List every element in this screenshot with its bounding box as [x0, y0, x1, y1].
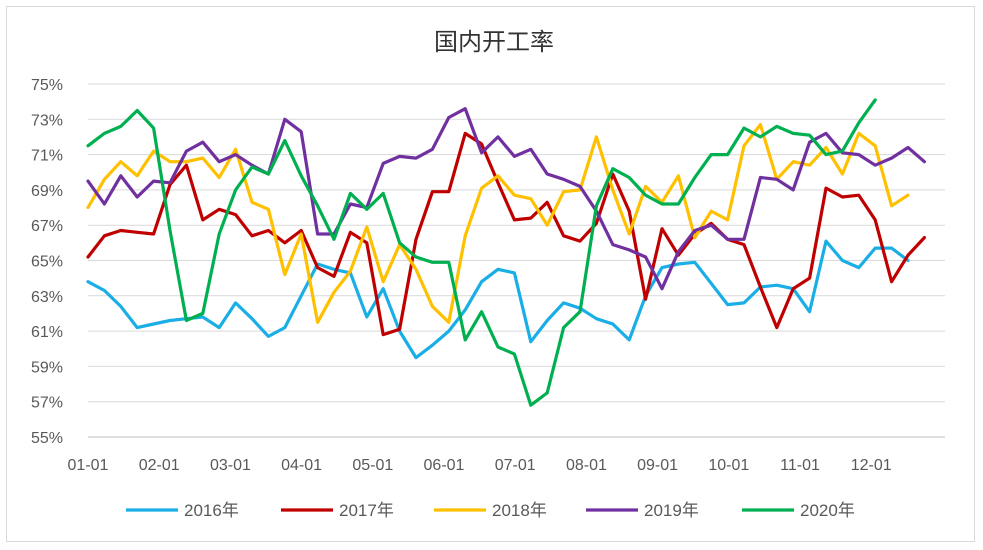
y-tick-label: 65%	[31, 254, 63, 271]
legend-label: 2016年	[184, 501, 239, 520]
x-tick-label: 08-01	[566, 457, 607, 474]
y-tick-label: 61%	[31, 324, 63, 341]
x-tick-label: 02-01	[139, 457, 180, 474]
series-line-4	[86, 107, 926, 291]
y-tick-label: 73%	[31, 112, 63, 129]
chart-title: 国内开工率	[434, 28, 554, 56]
x-tick-label: 01-01	[68, 457, 109, 474]
x-tick-label: 11-01	[780, 457, 820, 474]
legend: 2016年 2017年 2018年 2019年 2020年	[126, 501, 855, 520]
y-tick-label: 59%	[31, 359, 63, 376]
y-tick-label: 63%	[31, 289, 63, 306]
legend-label: 2019年	[644, 501, 699, 520]
x-tick-label: 04-01	[281, 457, 322, 474]
series-line-5	[86, 98, 877, 407]
legend-label: 2020年	[800, 501, 855, 520]
y-tick-label: 69%	[31, 183, 63, 200]
x-tick-label: 09-01	[637, 457, 678, 474]
series-line-3	[86, 123, 910, 324]
legend-label: 2017年	[339, 501, 394, 520]
legend-label: 2018年	[492, 501, 547, 520]
series-line-1	[86, 239, 910, 360]
x-tick-label: 12-01	[851, 457, 892, 474]
x-tick-label: 03-01	[210, 457, 251, 474]
series-lines	[86, 98, 926, 407]
y-tick-label: 71%	[31, 148, 63, 165]
x-tick-label: 06-01	[424, 457, 465, 474]
y-tick-label: 57%	[31, 395, 63, 412]
y-tick-label: 67%	[31, 218, 63, 235]
y-axis-ticks: 55% 57% 59% 61% 63% 65% 67% 69% 71% 73% 75%	[31, 77, 63, 447]
y-tick-label: 75%	[31, 77, 63, 94]
x-tick-label: 10-01	[708, 457, 749, 474]
x-tick-label: 05-01	[352, 457, 393, 474]
y-tick-label: 55%	[31, 430, 63, 447]
x-tick-label: 07-01	[495, 457, 536, 474]
x-axis: 01-01 02-01 03-01 04-01 05-01 06-01 07-01 08-01…	[68, 436, 945, 474]
